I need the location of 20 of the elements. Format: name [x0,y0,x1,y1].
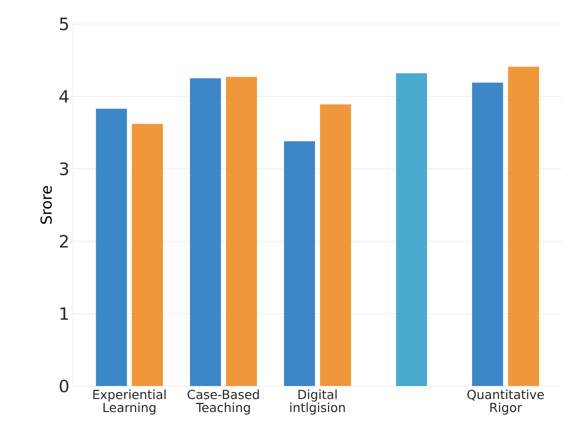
y-tick-label: 4 [59,90,69,103]
bar [226,76,257,386]
x-tick-label: Case-Based Teaching [188,390,259,415]
bar [472,82,504,386]
y-tick-label: 0 [60,380,68,392]
y-tick-label: 3 [60,162,68,176]
bar [190,78,221,386]
x-tick-label: Digital intlgision [290,390,345,415]
bar [396,73,428,386]
y-tick-label: 1 [60,307,68,320]
bar [132,124,163,386]
x-tick-label: Quantitative Rigor [467,390,544,415]
bar [96,108,127,386]
bar [320,104,352,386]
y-tick-label: 2 [60,234,68,248]
x-tick-label: Experiential Learning [93,390,166,415]
bar [508,66,540,386]
y-tick-label: 5 [60,18,68,30]
y-axis-title: Srore [40,186,52,224]
bar [284,141,316,386]
